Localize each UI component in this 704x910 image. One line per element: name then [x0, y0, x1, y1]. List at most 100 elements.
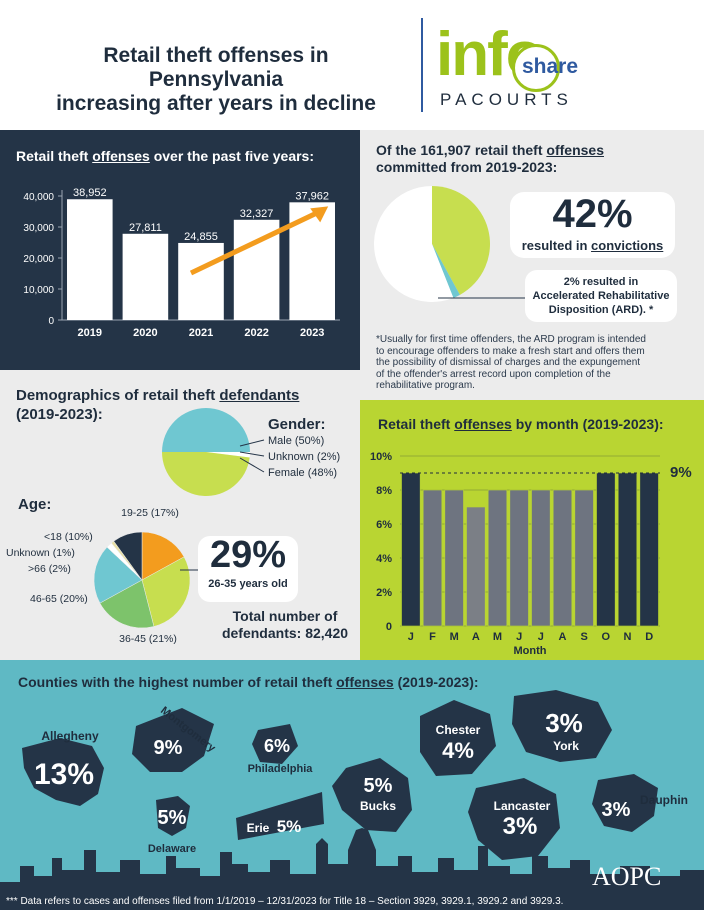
infoshare-logo-circle: [512, 44, 560, 92]
month-bar-10: [617, 472, 638, 627]
demographics-title: Demographics of retail theft defendants …: [16, 386, 299, 424]
x-axis-title: Month: [514, 645, 547, 657]
yearly-title-underlined: offenses: [92, 148, 150, 164]
x-tick-label: J: [516, 631, 522, 643]
header: Retail theft offenses in Pennsylvania in…: [0, 0, 704, 130]
county-percent-montgomery: 9%: [154, 737, 183, 759]
ard-line-2: Accelerated Rehabilitative: [532, 290, 670, 302]
county-shape-chester: [420, 700, 496, 776]
county-name-philadelphia: Philadelphia: [248, 763, 314, 775]
outcomes-title-pre: Of the 161,907 retail theft: [376, 142, 547, 158]
county-name-erie: Erie: [247, 821, 270, 835]
county-name-bucks: Bucks: [360, 799, 396, 813]
county-name-lancaster: Lancaster: [494, 799, 551, 813]
note-line-4: of the offender's arrest record upon com…: [376, 368, 611, 380]
yearly-offenses-title: Retail theft offenses over the past five…: [16, 148, 314, 164]
age-callout-label: 26-35 years old: [208, 578, 288, 590]
county-percent-chester: 4%: [442, 738, 474, 763]
age-slice--18: [113, 531, 143, 581]
county-shape-philadelphia: [156, 796, 190, 836]
county-percent-york: 3%: [545, 708, 583, 738]
bar-value-label: 32,327: [240, 208, 274, 220]
title-line-2: increasing after years in decline: [56, 92, 376, 115]
bar-value-label: 38,952: [73, 187, 107, 199]
total-defendants: Total number of defendants: 82,420: [210, 608, 360, 642]
bar-2020: [122, 233, 169, 320]
bar-value-label: 37,962: [295, 190, 329, 202]
y-tick-label: 30,000: [23, 223, 54, 234]
yearly-bar-chart: 0 10,000 20,000 30,000 40,000 38,952 2019 27,81…: [23, 187, 340, 339]
pacourts-logo-text: PACOURTS: [440, 90, 573, 109]
county-percent-dauphin: 3%: [602, 799, 631, 821]
gender-leader-line: [239, 457, 265, 473]
page-title: Retail theft offenses in Pennsylvania in…: [36, 44, 396, 116]
age-label: Unknown (1%): [6, 547, 75, 559]
y-tick-label: 40,000: [23, 192, 54, 203]
counties-title-post: (2019-2023):: [393, 674, 479, 690]
y-tick-label: 0: [386, 621, 392, 633]
county-name-york: York: [553, 739, 579, 753]
county-shape-allegheny: [22, 738, 104, 806]
counties-title-underlined: offenses: [336, 674, 394, 690]
y-tick-label: 10,000: [23, 285, 54, 296]
total-line-2: defendants: 82,420: [221, 625, 349, 641]
gender-leader-line: [239, 439, 265, 447]
footer-note: *** Data refers to cases and offenses fi…: [6, 896, 564, 907]
county-shape-bucks: [332, 758, 412, 832]
pie-slice-convictions: [432, 186, 490, 295]
month-bar-0: [401, 472, 421, 627]
convictions-label: resulted in convictions: [510, 238, 675, 253]
x-tick-label: 2023: [300, 327, 324, 339]
bar-value-label: 27,811: [129, 222, 162, 234]
footer-band: [0, 896, 704, 910]
outcomes-title-underlined: offenses: [546, 142, 604, 158]
monthly-offenses-panel: Retail theft offenses by month (2019-202…: [360, 400, 704, 660]
age-slice-26-35: [141, 556, 191, 627]
gender-slice-unknown: [206, 452, 250, 458]
y-tick-label: 8%: [376, 485, 392, 497]
county-shape-dauphin: [592, 774, 658, 832]
trend-arrow-head: [310, 206, 329, 223]
gender-label: Female (48%): [268, 467, 337, 479]
x-tick-label: J: [538, 631, 544, 643]
county-name-delaware: Delaware: [148, 843, 196, 855]
age-slice-46-65: [93, 546, 143, 604]
reference-label: 9%: [670, 464, 692, 481]
x-tick-label: S: [580, 631, 587, 643]
age-label: 36-45 (21%): [119, 633, 177, 645]
aopc-logo: AOPC: [592, 862, 662, 891]
yearly-offenses-panel: Retail theft offenses over the past five…: [0, 130, 360, 370]
y-tick-label: 0: [48, 316, 54, 327]
y-tick-label: 4%: [376, 553, 392, 565]
ard-line-3: Disposition (ARD). *: [548, 304, 654, 316]
month-bar-6: [531, 489, 551, 627]
counties-title-pre: Counties with the highest number of reta…: [18, 674, 337, 690]
month-bar-7: [552, 489, 573, 627]
demographics-title-underlined: defendants: [219, 387, 300, 404]
demographics-title-line-2: (2019-2023):: [16, 406, 103, 423]
county-name-allegheny: Allegheny: [41, 729, 99, 743]
monthly-title-underlined: offenses: [454, 416, 512, 432]
infoshare-logo-share: share: [522, 55, 579, 78]
yearly-title-pre: Retail theft: [16, 148, 93, 164]
trend-arrow-line: [189, 210, 320, 276]
month-bar-5: [509, 489, 529, 627]
x-tick-label: A: [559, 631, 567, 643]
month-bar-2: [444, 489, 464, 627]
age-callout-percent: 29%: [209, 534, 287, 576]
logo-divider: [421, 18, 423, 112]
title-line-1: Retail theft offenses in Pennsylvania: [103, 44, 329, 91]
age-slice-36-45: [99, 579, 155, 629]
counties-panel: Counties with the highest number of reta…: [0, 660, 704, 910]
month-bar-3: [466, 506, 486, 627]
skyline-silhouette: [0, 828, 704, 910]
county-percent-lancaster: 3%: [503, 813, 538, 840]
x-tick-label: 2019: [78, 327, 102, 339]
convictions-percent: 42%: [552, 192, 633, 236]
x-tick-label: D: [645, 631, 653, 643]
county-shape-erie: [236, 792, 324, 840]
bar-2023: [289, 202, 335, 320]
y-tick-label: 6%: [376, 519, 392, 531]
yearly-title-post: over the past five years:: [149, 148, 314, 164]
month-bar-4: [487, 489, 508, 627]
